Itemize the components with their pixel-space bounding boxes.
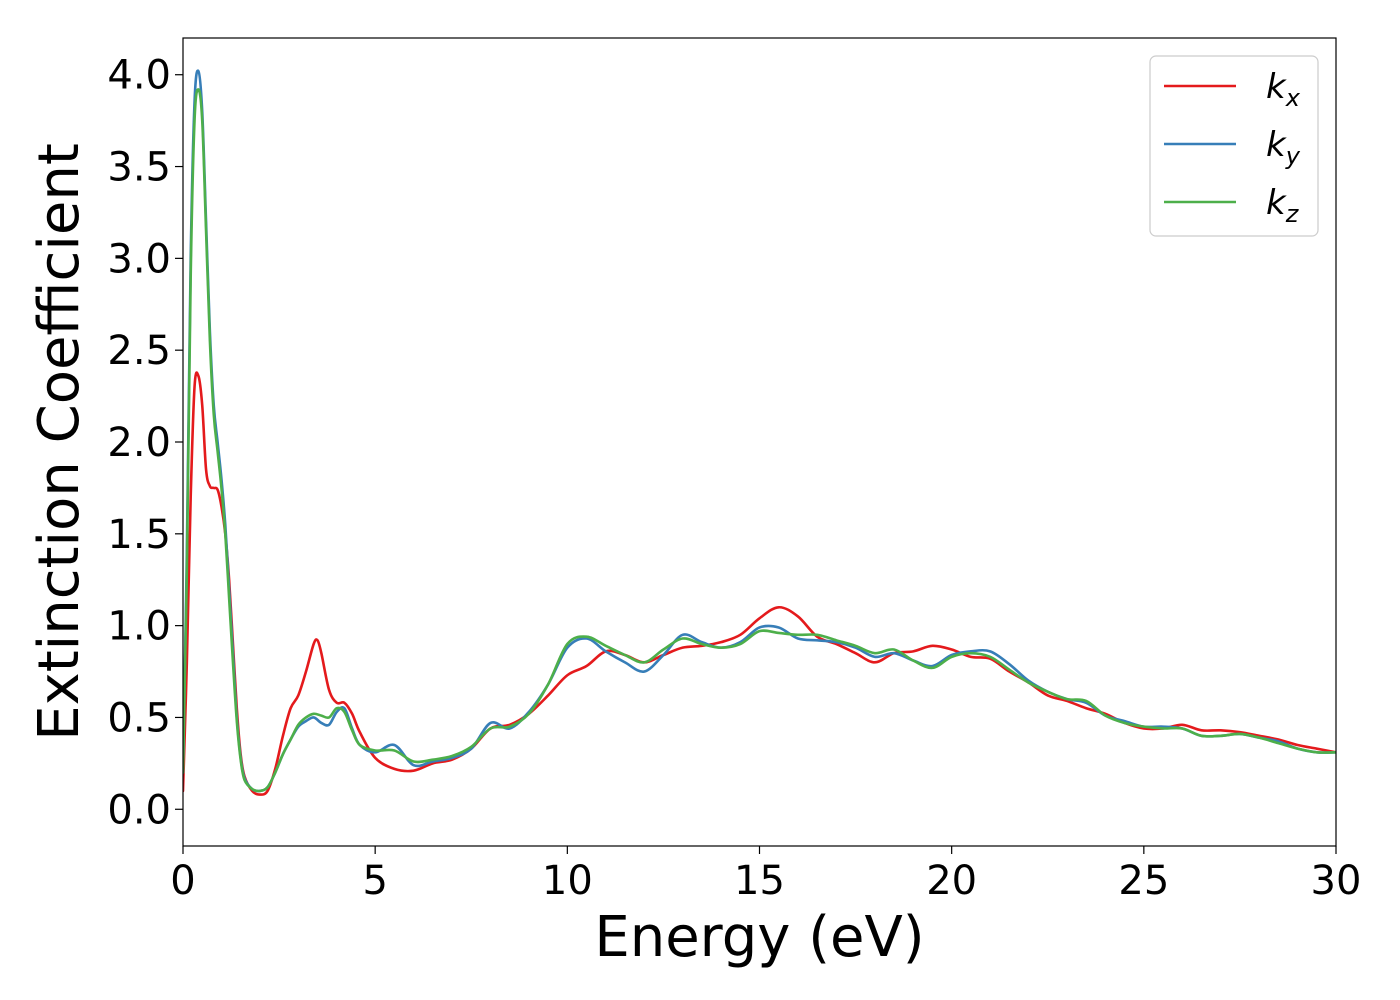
legend-box	[1149, 55, 1319, 237]
y-tick-label: 1.0	[107, 604, 171, 650]
series-layer	[183, 69, 1336, 796]
x-axis-title: Energy (eV)	[594, 905, 924, 970]
legend-label-kz: kz	[1266, 183, 1300, 228]
series-line-kx	[183, 371, 1336, 796]
y-tick-label: 4.0	[107, 53, 171, 99]
y-tick-label: 0.5	[107, 695, 171, 741]
y-axis-title: Extinction Coefficient	[27, 143, 92, 741]
y-tick-label: 0.0	[107, 787, 171, 833]
y-tick-label: 3.5	[107, 145, 171, 191]
legend-label-ky: ky	[1266, 125, 1301, 170]
y-tick-label: 1.5	[107, 512, 171, 558]
y-tick-label: 2.5	[107, 328, 171, 374]
y-tick-label: 3.0	[107, 236, 171, 282]
legend: kx ky kz	[1149, 55, 1319, 237]
x-tick-label: 30	[1311, 858, 1362, 904]
y-tick-label: 2.0	[107, 420, 171, 466]
series-line-kz	[183, 88, 1336, 793]
x-tick-label: 15	[734, 858, 785, 904]
x-tick-label: 5	[362, 858, 387, 904]
x-tick-label: 0	[170, 858, 195, 904]
x-tick-label: 10	[542, 858, 593, 904]
x-tick-label: 20	[926, 858, 977, 904]
x-tick-label: 25	[1118, 858, 1169, 904]
legend-label-kx: kx	[1266, 67, 1301, 112]
ticks-layer: 0 5 10 15 20 25 30 0.0 0.5 1.0 1.5 2.0 2.5 3.0 3.5 4.0	[107, 53, 1361, 904]
